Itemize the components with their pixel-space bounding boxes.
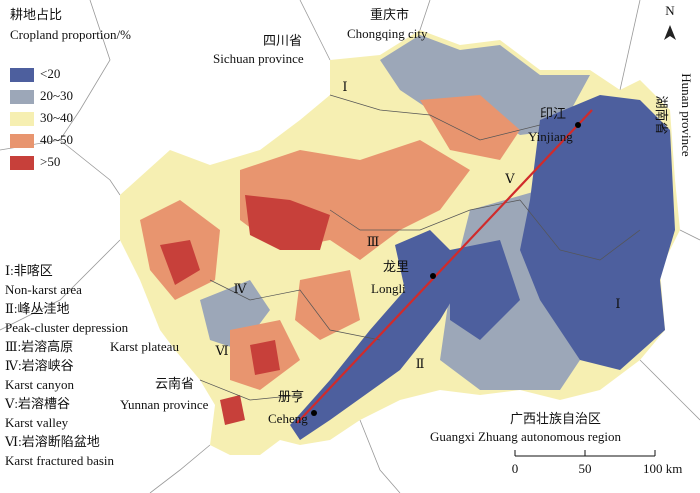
province-label: Chongqing city <box>347 26 428 41</box>
north-label: N <box>665 3 675 18</box>
scale-label: 100 km <box>643 461 682 476</box>
legend-title-cn: 耕地占比 <box>10 7 62 22</box>
province-label: 广西壮族自治区 <box>510 411 601 426</box>
labels: 重庆市 Chongqing city 四川省 Sichuan province 云南省 Y… <box>4 7 694 476</box>
scale-label: 0 <box>512 461 519 476</box>
zone-name: Ⅵ:岩溶断陷盆地 <box>4 434 100 449</box>
city-label: 册亨 <box>278 389 304 404</box>
province-label: Sichuan province <box>213 51 304 66</box>
scale-label: 50 <box>579 461 592 476</box>
city-dot <box>430 273 436 279</box>
legend-swatch <box>10 112 34 126</box>
legend-title-en: Cropland proportion/% <box>10 27 131 42</box>
legend-label: <20 <box>40 66 60 81</box>
city-dot <box>575 122 581 128</box>
transect-line <box>296 109 593 424</box>
zone-name: Ⅲ:岩溶高原 <box>5 339 73 354</box>
legend-swatch <box>10 90 34 104</box>
zone-name: Ⅰ:非喀区 <box>5 263 53 278</box>
legend-swatch <box>10 68 34 82</box>
province-label: Guangxi Zhuang autonomous region <box>430 429 621 444</box>
zone-name-en: Karst plateau <box>110 339 179 354</box>
zone-name-en: Karst valley <box>5 415 69 430</box>
zone-name: Ⅳ:岩溶峡谷 <box>5 358 74 373</box>
city-label: 龙里 <box>383 259 409 274</box>
cropland-map <box>120 30 680 455</box>
zone-map-label: Ⅱ <box>416 356 425 371</box>
province-label: 云南省 <box>155 376 194 391</box>
city-dot <box>311 410 317 416</box>
zone-name-en: Karst canyon <box>5 377 74 392</box>
zone-map-label: Ⅴ <box>504 171 515 186</box>
city-label: Ceheng <box>268 411 308 426</box>
city-label: 印江 <box>540 106 566 121</box>
zone-name: Ⅱ:峰丛洼地 <box>5 301 69 316</box>
legend: <20 20~30 30~40 40~50 >50 <box>10 66 73 170</box>
legend-label: >50 <box>40 154 60 169</box>
zone-map-label: Ⅰ <box>615 296 620 311</box>
zone-map-label: Ⅰ <box>342 79 347 94</box>
zone-map-label: Ⅲ <box>367 234 380 249</box>
scale-bar <box>514 450 656 457</box>
zone-borders <box>199 94 641 401</box>
zone-name-en: Karst fractured basin <box>5 453 115 468</box>
province-label: Yunnan province <box>120 397 209 412</box>
zone-name-en: Non-karst area <box>5 282 82 297</box>
province-label: 湖南省 <box>654 95 669 134</box>
legend-swatch <box>10 134 34 148</box>
north-arrow: N <box>664 3 676 40</box>
zone-map-label: Ⅵ <box>214 343 228 358</box>
province-label: Hunan province <box>679 73 694 157</box>
province-label: 重庆市 <box>370 7 409 22</box>
zone-name: Ⅴ:岩溶槽谷 <box>4 396 70 411</box>
zone-map-label: Ⅳ <box>234 281 248 296</box>
city-label: Yinjiang <box>528 129 573 144</box>
legend-label: 20~30 <box>40 88 73 103</box>
legend-label: 40~50 <box>40 132 73 147</box>
legend-label: 30~40 <box>40 110 73 125</box>
province-label: 四川省 <box>263 33 302 48</box>
city-label: Longli <box>371 281 406 296</box>
legend-swatch <box>10 156 34 170</box>
zone-name-en: Peak-cluster depression <box>5 320 129 335</box>
